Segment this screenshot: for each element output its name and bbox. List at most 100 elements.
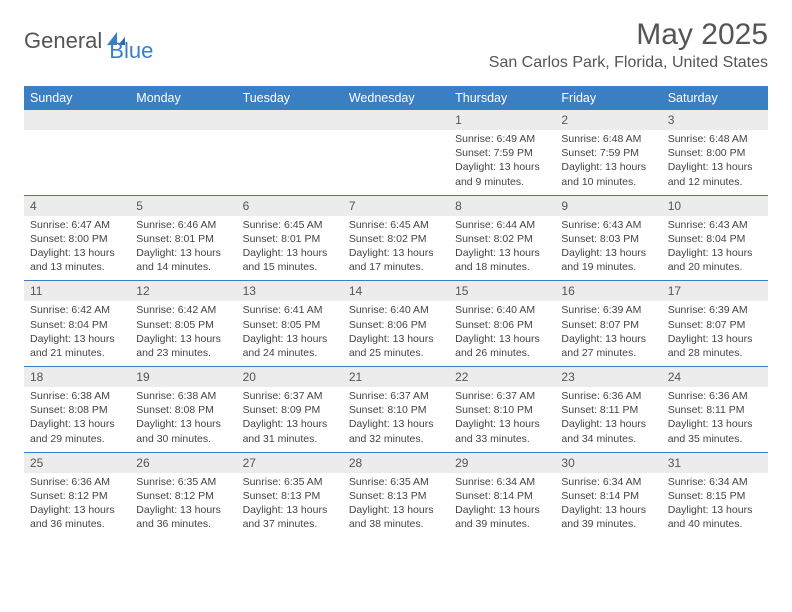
day-detail-cell: Sunrise: 6:36 AMSunset: 8:11 PMDaylight:…	[662, 387, 768, 452]
day-detail-cell	[130, 130, 236, 195]
daylight-text-2: and 26 minutes.	[455, 346, 549, 360]
sunrise-text: Sunrise: 6:46 AM	[136, 218, 230, 232]
day-number-row: 25262728293031	[24, 453, 768, 473]
sunset-text: Sunset: 8:03 PM	[561, 232, 655, 246]
daylight-text-2: and 33 minutes.	[455, 432, 549, 446]
daylight-text-1: Daylight: 13 hours	[455, 503, 549, 517]
day-detail-cell: Sunrise: 6:38 AMSunset: 8:08 PMDaylight:…	[130, 387, 236, 452]
daylight-text-2: and 23 minutes.	[136, 346, 230, 360]
daylight-text-2: and 32 minutes.	[349, 432, 443, 446]
day-detail-cell: Sunrise: 6:38 AMSunset: 8:08 PMDaylight:…	[24, 387, 130, 452]
daylight-text-1: Daylight: 13 hours	[561, 503, 655, 517]
daylight-text-1: Daylight: 13 hours	[455, 246, 549, 260]
daylight-text-2: and 13 minutes.	[30, 260, 124, 274]
daylight-text-1: Daylight: 13 hours	[136, 503, 230, 517]
sunrise-text: Sunrise: 6:38 AM	[30, 389, 124, 403]
sunrise-text: Sunrise: 6:48 AM	[668, 132, 762, 146]
day-detail-row: Sunrise: 6:49 AMSunset: 7:59 PMDaylight:…	[24, 130, 768, 195]
day-detail-cell: Sunrise: 6:35 AMSunset: 8:12 PMDaylight:…	[130, 473, 236, 538]
daylight-text-2: and 34 minutes.	[561, 432, 655, 446]
sunset-text: Sunset: 8:04 PM	[668, 232, 762, 246]
day-number-row: 18192021222324	[24, 367, 768, 387]
day-number-cell: 3	[662, 110, 768, 130]
daylight-text-1: Daylight: 13 hours	[455, 417, 549, 431]
sunrise-text: Sunrise: 6:34 AM	[561, 475, 655, 489]
daylight-text-2: and 17 minutes.	[349, 260, 443, 274]
sunset-text: Sunset: 8:07 PM	[561, 318, 655, 332]
daylight-text-2: and 29 minutes.	[30, 432, 124, 446]
day-detail-cell: Sunrise: 6:34 AMSunset: 8:14 PMDaylight:…	[449, 473, 555, 538]
sunset-text: Sunset: 8:04 PM	[30, 318, 124, 332]
day-detail-cell: Sunrise: 6:35 AMSunset: 8:13 PMDaylight:…	[343, 473, 449, 538]
daylight-text-1: Daylight: 13 hours	[30, 417, 124, 431]
day-number-cell: 30	[555, 453, 661, 473]
daylight-text-1: Daylight: 13 hours	[136, 246, 230, 260]
sunrise-text: Sunrise: 6:44 AM	[455, 218, 549, 232]
sunset-text: Sunset: 8:12 PM	[30, 489, 124, 503]
daylight-text-2: and 14 minutes.	[136, 260, 230, 274]
day-number-cell: 9	[555, 196, 661, 216]
day-number-cell: 23	[555, 367, 661, 387]
daylight-text-1: Daylight: 13 hours	[668, 417, 762, 431]
day-detail-cell: Sunrise: 6:45 AMSunset: 8:02 PMDaylight:…	[343, 216, 449, 281]
sunrise-text: Sunrise: 6:47 AM	[30, 218, 124, 232]
daylight-text-1: Daylight: 13 hours	[349, 417, 443, 431]
sunrise-text: Sunrise: 6:49 AM	[455, 132, 549, 146]
sunset-text: Sunset: 8:00 PM	[668, 146, 762, 160]
daylight-text-1: Daylight: 13 hours	[561, 160, 655, 174]
day-header: Wednesday	[343, 86, 449, 110]
day-number-row: 123	[24, 110, 768, 130]
daylight-text-2: and 25 minutes.	[349, 346, 443, 360]
daylight-text-1: Daylight: 13 hours	[668, 246, 762, 260]
daylight-text-2: and 37 minutes.	[243, 517, 337, 531]
day-number-cell: 14	[343, 281, 449, 301]
daylight-text-2: and 36 minutes.	[136, 517, 230, 531]
day-detail-row: Sunrise: 6:42 AMSunset: 8:04 PMDaylight:…	[24, 301, 768, 366]
daylight-text-1: Daylight: 13 hours	[243, 332, 337, 346]
sunrise-text: Sunrise: 6:37 AM	[349, 389, 443, 403]
sunrise-text: Sunrise: 6:34 AM	[455, 475, 549, 489]
day-header: Saturday	[662, 86, 768, 110]
day-number-cell: 24	[662, 367, 768, 387]
day-number-cell: 31	[662, 453, 768, 473]
day-detail-cell	[24, 130, 130, 195]
sunrise-text: Sunrise: 6:39 AM	[561, 303, 655, 317]
sunrise-text: Sunrise: 6:42 AM	[30, 303, 124, 317]
day-detail-cell: Sunrise: 6:36 AMSunset: 8:11 PMDaylight:…	[555, 387, 661, 452]
daylight-text-2: and 39 minutes.	[455, 517, 549, 531]
day-number-cell: 1	[449, 110, 555, 130]
daylight-text-1: Daylight: 13 hours	[349, 246, 443, 260]
day-detail-cell: Sunrise: 6:43 AMSunset: 8:03 PMDaylight:…	[555, 216, 661, 281]
sunset-text: Sunset: 8:00 PM	[30, 232, 124, 246]
sunrise-text: Sunrise: 6:42 AM	[136, 303, 230, 317]
daylight-text-2: and 27 minutes.	[561, 346, 655, 360]
day-number-cell: 18	[24, 367, 130, 387]
day-number-cell: 7	[343, 196, 449, 216]
sunset-text: Sunset: 8:10 PM	[349, 403, 443, 417]
sunrise-text: Sunrise: 6:45 AM	[349, 218, 443, 232]
day-number-cell: 19	[130, 367, 236, 387]
day-number-cell	[130, 110, 236, 130]
sunrise-text: Sunrise: 6:40 AM	[455, 303, 549, 317]
month-title: May 2025	[489, 18, 768, 52]
logo-text-blue: Blue	[109, 38, 153, 64]
daylight-text-1: Daylight: 13 hours	[455, 332, 549, 346]
day-detail-cell: Sunrise: 6:41 AMSunset: 8:05 PMDaylight:…	[237, 301, 343, 366]
sunrise-text: Sunrise: 6:39 AM	[668, 303, 762, 317]
day-number-cell: 11	[24, 281, 130, 301]
logo: General Blue	[24, 18, 153, 64]
daylight-text-2: and 39 minutes.	[561, 517, 655, 531]
day-detail-cell: Sunrise: 6:42 AMSunset: 8:05 PMDaylight:…	[130, 301, 236, 366]
calendar-table: Sunday Monday Tuesday Wednesday Thursday…	[24, 86, 768, 537]
sunrise-text: Sunrise: 6:36 AM	[561, 389, 655, 403]
daylight-text-1: Daylight: 13 hours	[243, 417, 337, 431]
sunset-text: Sunset: 7:59 PM	[561, 146, 655, 160]
sunrise-text: Sunrise: 6:43 AM	[668, 218, 762, 232]
daylight-text-1: Daylight: 13 hours	[243, 503, 337, 517]
sunset-text: Sunset: 8:06 PM	[349, 318, 443, 332]
day-detail-cell: Sunrise: 6:39 AMSunset: 8:07 PMDaylight:…	[662, 301, 768, 366]
sunset-text: Sunset: 8:14 PM	[561, 489, 655, 503]
sunset-text: Sunset: 7:59 PM	[455, 146, 549, 160]
day-header: Tuesday	[237, 86, 343, 110]
daylight-text-1: Daylight: 13 hours	[668, 332, 762, 346]
